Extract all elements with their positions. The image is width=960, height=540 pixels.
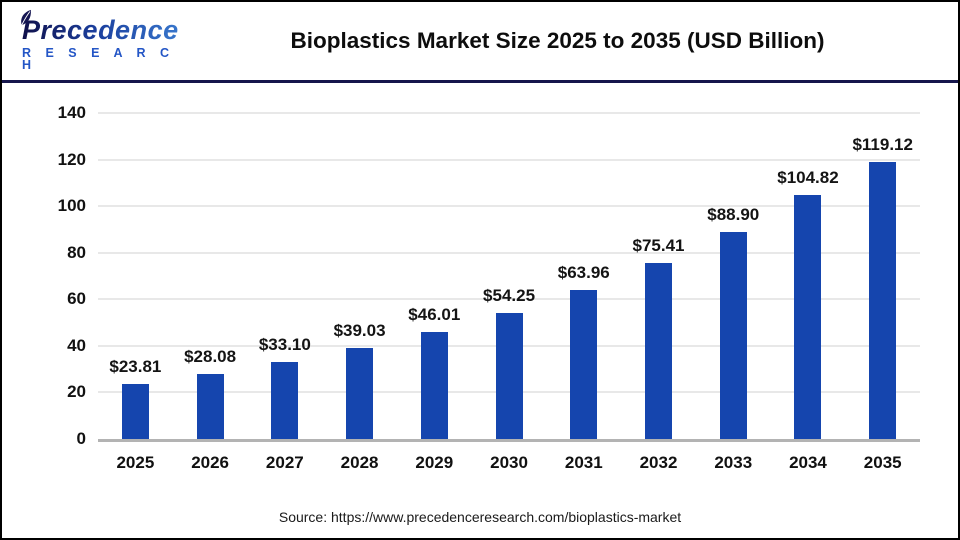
- gridline: [98, 205, 920, 208]
- y-axis: 0 20 40 60 80 100 120 140: [2, 103, 86, 448]
- y-tick-label: 80: [67, 242, 86, 262]
- chart-area: 0 20 40 60 80 100 120 140 $23.81 $28.08 $33.10 $39…: [2, 83, 958, 538]
- y-tick-label: 0: [76, 429, 86, 448]
- bar-slot-2034: $104.82: [771, 113, 846, 439]
- bar-value-label: $88.90: [707, 205, 760, 224]
- bar-value-label: $75.41: [632, 236, 685, 256]
- bar-value-label: $33.10: [258, 334, 311, 354]
- bar-value-label: $104.82: [777, 167, 839, 187]
- x-tick-label-2030: 2030: [490, 453, 528, 472]
- y-tick-label: 140: [57, 103, 86, 122]
- bar-2030: [495, 312, 523, 439]
- bar-2029: [420, 331, 448, 439]
- brand-subtitle: R E S E A R C H: [22, 45, 175, 72]
- x-tick-label-2029: 2029: [415, 453, 454, 472]
- bar-slot-2026: $28.08: [173, 113, 248, 439]
- x-axis-line: [98, 439, 920, 442]
- header-separator: [2, 80, 958, 83]
- bar-2034: [794, 194, 822, 439]
- brand-name: Precedence: [22, 11, 187, 44]
- gridline: [98, 298, 920, 301]
- x-tick-label-2027: 2027: [265, 453, 304, 472]
- x-tick-label-2028: 2028: [340, 453, 379, 472]
- brand-logo: Precedence R E S E A R C H: [2, 9, 187, 72]
- y-tick-label: 100: [57, 196, 86, 216]
- bar-slot-2032: $75.41: [621, 113, 696, 439]
- x-tick-label-2035: 2035: [863, 453, 902, 472]
- bar-slot-2027: $33.10: [247, 113, 322, 439]
- bar-slot-2028: $39.03: [322, 113, 397, 439]
- x-tick-label-2031: 2031: [564, 453, 603, 472]
- y-tick-label: 60: [67, 289, 86, 309]
- bar-slot-2025: $23.81: [98, 113, 173, 439]
- bar-slot-2033: $88.90: [696, 113, 771, 439]
- bar-2026: [196, 373, 224, 439]
- x-tick-label-2032: 2032: [639, 453, 678, 472]
- gridline: [98, 112, 920, 114]
- y-tick-label: 20: [67, 382, 86, 402]
- bar-2032: [645, 263, 672, 439]
- bar-value-label: $39.03: [333, 321, 386, 341]
- bar-value-label: $54.25: [483, 285, 536, 305]
- bar-value-label: $119.12: [852, 134, 913, 154]
- bar-2025: [121, 383, 149, 439]
- bar-slot-2030: $54.25: [472, 113, 547, 439]
- bar-2031: [570, 290, 598, 439]
- bar-value-label: $46.01: [408, 304, 461, 324]
- gridline: [98, 158, 920, 161]
- x-tick-label-2033: 2033: [714, 453, 753, 472]
- bar-2033: [719, 232, 747, 439]
- leaf-icon: [21, 9, 31, 25]
- chart-title: Bioplastics Market Size 2025 to 2035 (US…: [290, 28, 825, 53]
- bar-2027: [271, 361, 299, 439]
- bar-slot-2031: $63.96: [546, 113, 621, 439]
- x-axis: 2025 2026 2027 2028 2029 2030 2031 2032 2033 2034…: [98, 453, 920, 473]
- header: Precedence R E S E A R C H Bioplastics M…: [2, 2, 958, 80]
- bar-value-label: $28.08: [184, 346, 237, 366]
- source-note: Source: https://www.precedenceresearch.c…: [278, 509, 682, 525]
- x-tick-label-2034: 2034: [789, 453, 827, 472]
- bar-2035: [869, 161, 897, 439]
- bar-value-label: $63.96: [557, 263, 610, 283]
- bars-row: $23.81 $28.08 $33.10 $39.03 $46.01 $54.25 $63.…: [98, 113, 920, 439]
- bar-slot-2035: $119.12: [845, 113, 920, 439]
- y-tick-label: 120: [57, 149, 86, 169]
- bar-value-label: $23.81: [109, 356, 162, 376]
- y-tick-label: 40: [67, 335, 86, 355]
- gridline: [98, 251, 920, 254]
- bar-2028: [346, 348, 374, 439]
- bar-slot-2029: $46.01: [397, 113, 472, 439]
- x-tick-label-2025: 2025: [116, 453, 155, 472]
- x-tick-label-2026: 2026: [191, 453, 230, 472]
